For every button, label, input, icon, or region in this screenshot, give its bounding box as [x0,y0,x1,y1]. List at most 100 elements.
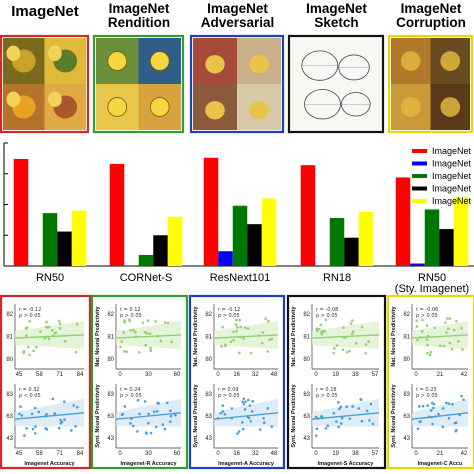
scatter-point [447,417,451,420]
scatter-point [421,404,425,408]
x-tick-label: 0 [216,372,220,378]
x-tick-label: 57 [372,451,379,457]
scatter-point [137,351,141,354]
scatter-point [163,427,167,431]
scatter-point [128,318,131,321]
regression-line [311,412,380,420]
x-tick-label: 0 [118,372,122,378]
scatter-point [123,405,127,408]
dataset-title: Adversarial [201,15,275,30]
scatter-point [249,419,253,423]
bar [453,197,469,266]
x-tick-label: 0 [414,451,418,457]
bar [71,210,87,266]
scatter-point [75,322,79,326]
y-tick-label: 80 [6,357,13,363]
y-tick-label: 80 [403,357,410,363]
scatter-point [54,331,58,335]
bar [218,251,233,266]
dataset-title: Corruption [396,15,466,30]
scatter-point [43,337,46,340]
scatter-point [268,338,271,341]
scatter-point [143,400,147,403]
x-tick-label: 71 [56,451,63,457]
bar [329,218,345,266]
scatter-point [416,338,419,342]
scatter-point [250,410,254,413]
dataset-title: ImageNet [207,1,268,16]
scatter-point [141,321,145,325]
y-tick-label: 43 [303,436,310,442]
scatter-point [232,338,235,342]
scatter-point [23,434,26,437]
r-value: r = -0.08 [316,307,338,313]
x-tick-label: 19 [332,451,339,457]
scatter-point [27,345,30,349]
scatter-point [221,410,225,413]
scatter-point [74,350,78,354]
y-axis-label: Nat. Neural Predictivity [391,305,397,366]
y-axis-label: Nat. Neural Predictivity [193,305,199,366]
regression-line [115,334,182,339]
scatter-point [129,422,132,425]
scatter-point [447,402,451,405]
bar [57,231,72,266]
y-tick-label: 82 [6,312,13,318]
scatter-point [32,349,35,353]
y-tick-label: 83 [205,392,212,398]
scatter-point [314,415,318,419]
scatter-point [33,406,37,410]
scatter-point [45,428,49,431]
r-value: r = -0.12 [218,307,240,313]
bar [261,198,277,266]
scatter-point [324,318,328,321]
scatter-point [462,398,465,402]
scatter-point [146,319,150,322]
bar [247,224,262,266]
legend-swatch [412,149,427,153]
scatter-point [242,337,245,340]
scatter-point [460,394,463,398]
confidence-band [15,320,84,349]
scatter-point [123,320,127,324]
scatter-point [28,353,31,357]
scatter-point [454,421,458,425]
scatter-point [46,325,50,329]
scatter-point [75,405,79,409]
scatter-point [246,327,250,330]
x-tick-label: 0 [216,451,220,457]
p-value: p > 0.05 [120,313,142,319]
scatter-point [31,427,35,431]
y-tick-label: 82 [205,312,212,318]
lemon-shape [205,101,225,120]
subplot-bottom: 83 63 43 Synt. Neural Predictivity r = 0.09p… [193,383,279,457]
scatter-point [235,329,238,333]
confidence-band [412,398,468,427]
subplot-bottom: 83 63 43 Synt. Neural Predictivity r = 0.18p… [291,383,380,457]
lemon-shape [107,51,128,71]
legend-swatch [412,199,427,203]
x-tick-label: 45 [16,451,23,457]
scatter-point [74,424,77,428]
scatter-point [19,405,22,408]
scatter-point [20,414,24,417]
scatter-point [335,344,339,347]
scatter-point [357,407,361,410]
scatter-point [441,425,445,429]
scatter-point [425,338,429,341]
lemon-shape [47,91,62,108]
y-tick-label: 63 [107,414,114,420]
p-value: p < 0.05 [19,393,41,399]
scatter-point [138,412,141,416]
y-axis-label: Nat. Neural Predictivity [95,305,101,366]
dataset-title: ImageNet [11,3,79,20]
scatter-point [335,420,338,423]
scatter-point [168,420,172,423]
scatter-point [243,326,247,329]
scatter-point [340,416,344,420]
scatter-point [51,329,54,332]
bar [344,237,359,266]
lemon-shape [440,97,461,117]
